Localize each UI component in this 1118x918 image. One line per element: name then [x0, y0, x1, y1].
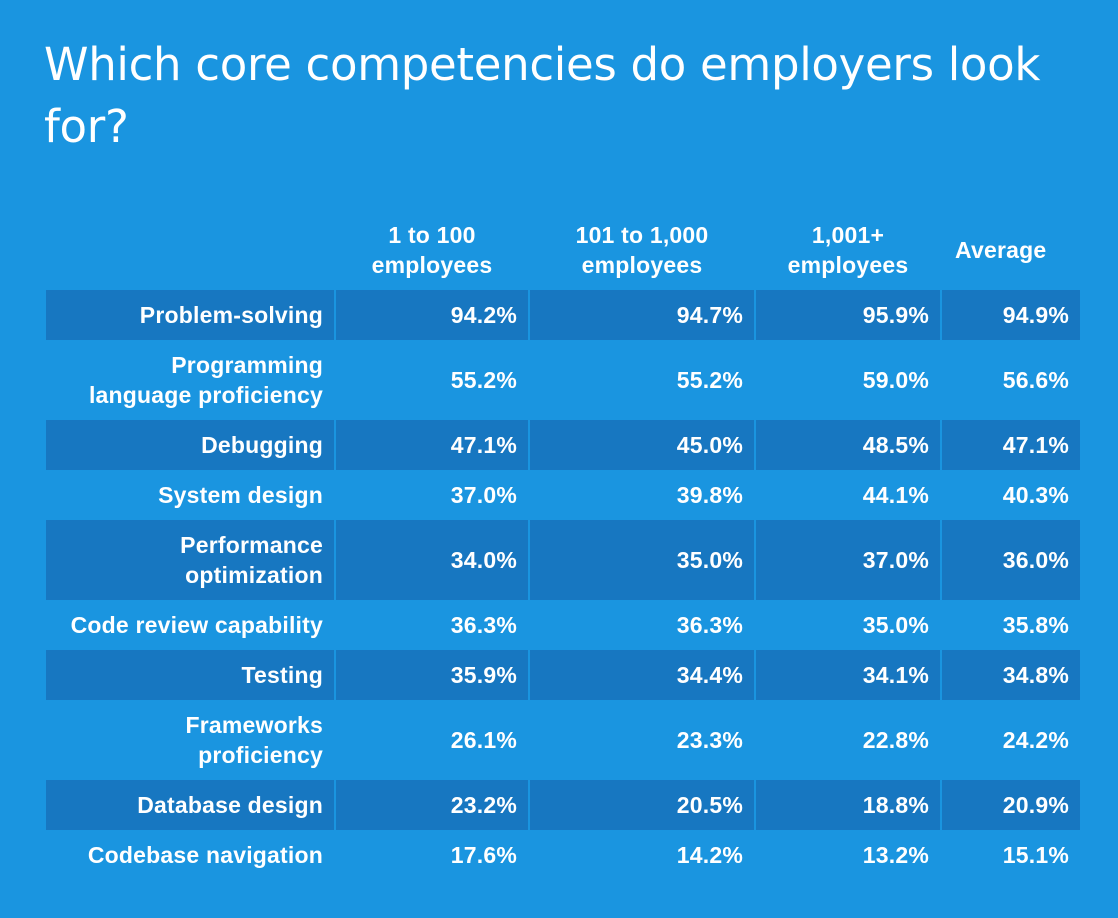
value-medium-cell: 45.0% — [530, 420, 754, 470]
value-medium-cell: 23.3% — [676, 727, 743, 753]
value-average-cell: 56.6% — [1002, 367, 1069, 393]
table-row: Database design 23.2% 20.5% 18.8% 20.9% — [46, 780, 1080, 830]
value-average-cell: 47.1% — [942, 420, 1080, 470]
row-label-text: Database design — [137, 792, 323, 818]
value-small-cell: 17.6% — [450, 842, 517, 868]
row-label: Frameworks proficiency — [46, 700, 334, 780]
value-large-cell: 18.8% — [756, 780, 940, 830]
row-label-text: System design — [158, 482, 323, 508]
value-large-cell: 13.2% — [862, 842, 929, 868]
table-row: Codebase navigation 17.6% 14.2% 13.2% 15.1% — [46, 830, 1072, 880]
column-header-average: Average — [942, 210, 1080, 290]
row-label: Codebase navigation — [46, 830, 334, 880]
value-average-cell: 36.0% — [942, 520, 1080, 600]
row-label: Code review capability — [46, 600, 334, 650]
value-small-cell: 37.0% — [450, 482, 517, 508]
row-label-text: Programming language proficiency — [88, 352, 323, 408]
column-header-medium-text: 101 to 1,000 employees — [575, 222, 709, 278]
row-label-text: Debugging — [201, 432, 323, 458]
column-header-large: 1,001+ employees — [756, 210, 940, 290]
value-small-cell: 26.1% — [450, 727, 517, 753]
table-row: Problem-solving 94.2% 94.7% 95.9% 94.9% — [46, 290, 1080, 340]
value-average-cell: 15.1% — [1002, 842, 1069, 868]
value-large-cell: 48.5% — [756, 420, 940, 470]
value-large-cell: 34.1% — [756, 650, 940, 700]
value-medium-cell: 20.5% — [530, 780, 754, 830]
value-medium-cell: 55.2% — [676, 367, 743, 393]
table-row: Programming language proficiency 55.2% 55.2… — [46, 340, 1072, 420]
value-medium-cell: 39.8% — [676, 482, 743, 508]
value-small-cell: 55.2% — [450, 367, 517, 393]
row-label-text: Codebase navigation — [87, 842, 323, 868]
table-row: Testing 35.9% 34.4% 34.1% 34.8% — [46, 650, 1080, 700]
value-small-cell: 23.2% — [336, 780, 528, 830]
column-header-small-text: 1 to 100 employees — [371, 222, 493, 278]
value-large-cell: 37.0% — [756, 520, 940, 600]
table-row: Performance optimization 34.0% 35.0% 37.0% 36… — [46, 520, 1080, 600]
table-row: Debugging 47.1% 45.0% 48.5% 47.1% — [46, 420, 1080, 470]
row-label: Problem-solving — [46, 290, 334, 340]
row-label: Database design — [46, 780, 334, 830]
value-average-cell: 94.9% — [942, 290, 1080, 340]
value-large-cell: 95.9% — [756, 290, 940, 340]
value-large-cell: 22.8% — [862, 727, 929, 753]
table-row: System design 37.0% 39.8% 44.1% 40.3% — [46, 470, 1072, 520]
competencies-table: 1 to 100 employees 101 to 1,000 employees … — [46, 210, 1080, 880]
value-average-cell: 34.8% — [942, 650, 1080, 700]
table-row: Code review capability 36.3% 36.3% 35.0% 35.… — [46, 600, 1072, 650]
value-average-cell: 35.8% — [1002, 612, 1069, 638]
value-medium-cell: 14.2% — [676, 842, 743, 868]
value-small-cell: 35.9% — [336, 650, 528, 700]
value-medium-cell: 36.3% — [676, 612, 743, 638]
table-row: Frameworks proficiency 26.1% 23.3% 22.8% 24.2… — [46, 700, 1072, 780]
row-label-text: Code review capability — [70, 612, 323, 638]
table-body: Problem-solving 94.2% 94.7% 95.9% 94.9% Progr… — [46, 290, 1080, 880]
table-header-row: 1 to 100 employees 101 to 1,000 employees … — [46, 210, 1072, 290]
value-small-cell: 34.0% — [336, 520, 528, 600]
value-small-cell: 47.1% — [336, 420, 528, 470]
value-small-cell: 94.2% — [336, 290, 528, 340]
header-corner-cell — [46, 210, 334, 290]
value-medium-cell: 35.0% — [530, 520, 754, 600]
row-label: Performance optimization — [46, 520, 334, 600]
row-label: Programming language proficiency — [46, 340, 334, 420]
value-medium-cell: 34.4% — [530, 650, 754, 700]
value-average-cell: 20.9% — [942, 780, 1080, 830]
column-header-average-text: Average — [955, 237, 1047, 263]
value-average-cell: 24.2% — [1002, 727, 1069, 753]
value-medium-cell: 94.7% — [530, 290, 754, 340]
row-label: Debugging — [46, 420, 334, 470]
value-large-cell: 59.0% — [862, 367, 929, 393]
row-label: System design — [46, 470, 334, 520]
row-label-text: Problem-solving — [139, 302, 323, 328]
row-label: Testing — [46, 650, 334, 700]
value-large-cell: 35.0% — [862, 612, 929, 638]
column-header-small: 1 to 100 employees — [336, 210, 528, 290]
value-small-cell: 36.3% — [450, 612, 517, 638]
row-label-text: Testing — [241, 662, 323, 688]
page-title: Which core competencies do employers loo… — [44, 38, 1041, 153]
column-header-medium: 101 to 1,000 employees — [530, 210, 754, 290]
value-average-cell: 40.3% — [1002, 482, 1069, 508]
column-header-large-text: 1,001+ employees — [787, 222, 909, 278]
value-large-cell: 44.1% — [862, 482, 929, 508]
row-label-text: Performance optimization — [180, 532, 323, 588]
row-label-text: Frameworks proficiency — [185, 712, 323, 768]
